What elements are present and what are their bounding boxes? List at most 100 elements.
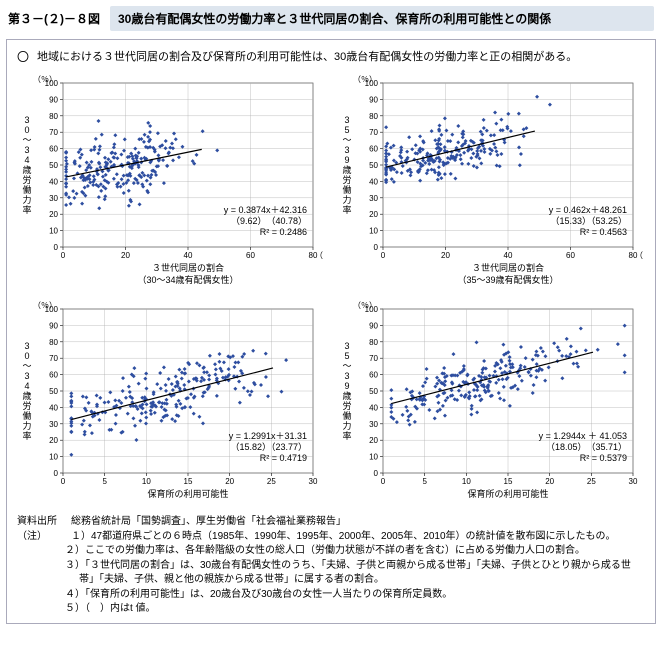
svg-text:80: 80 [369, 112, 378, 121]
svg-text:（％）: （％） [33, 75, 57, 84]
svg-text:3: 3 [24, 115, 29, 125]
svg-text:90: 90 [49, 321, 58, 330]
svg-text:25: 25 [267, 477, 276, 486]
svg-text:率: 率 [342, 430, 351, 441]
svg-text:10: 10 [369, 453, 378, 462]
svg-text:20: 20 [441, 251, 450, 260]
figure-header: 第３－(２)－８図 30歳台有配偶女性の労働力率と３世代同居の割合、保育所の利用… [0, 0, 662, 37]
svg-text:10: 10 [142, 477, 151, 486]
svg-text:～: ～ [22, 135, 31, 145]
svg-text:80: 80 [369, 338, 378, 347]
svg-text:y = 1.2944x ＋ 41.053: y = 1.2944x ＋ 41.053 [539, 431, 627, 441]
svg-text:9: 9 [344, 155, 349, 165]
note-text: ２）ここでの労働力率は、各年齢階級の女性の総人口（労働力状態が不詳の者を含む）に… [17, 544, 645, 559]
notes-label: （注） [17, 530, 71, 545]
svg-text:0: 0 [374, 243, 379, 252]
svg-text:歳: 歳 [22, 390, 31, 401]
svg-text:15: 15 [504, 477, 513, 486]
svg-text:60: 60 [369, 145, 378, 154]
svg-text:0: 0 [61, 477, 66, 486]
svg-text:労: 労 [22, 174, 31, 185]
svg-text:（％）: （％） [353, 301, 377, 310]
svg-text:30: 30 [49, 420, 58, 429]
svg-text:保育所の利用可能性: 保育所の利用可能性 [147, 488, 228, 499]
svg-text:（％）: （％） [315, 251, 323, 260]
svg-text:15: 15 [184, 477, 193, 486]
svg-text:0: 0 [61, 251, 66, 260]
svg-text:3: 3 [24, 341, 29, 351]
figure-number: 第３－(２)－８図 [8, 10, 100, 27]
svg-text:70: 70 [369, 354, 378, 363]
svg-text:労: 労 [342, 174, 351, 185]
svg-text:50: 50 [49, 161, 58, 170]
svg-text:90: 90 [369, 321, 378, 330]
svg-text:率: 率 [22, 430, 31, 441]
svg-text:歳: 歳 [22, 164, 31, 175]
svg-text:（15.33）（53.25）: （15.33）（53.25） [550, 216, 627, 226]
svg-text:10: 10 [49, 227, 58, 236]
svg-text:0: 0 [54, 243, 59, 252]
svg-text:y = 1.2991x＋31.31: y = 1.2991x＋31.31 [229, 431, 307, 441]
svg-text:3: 3 [24, 371, 29, 381]
svg-text:率: 率 [342, 204, 351, 215]
figure-title: 30歳台有配偶女性の労働力率と３世代同居の割合、保育所の利用可能性との関係 [110, 6, 654, 31]
svg-text:5: 5 [344, 351, 349, 361]
chart-panel-0: 0102030405060708090100020406080（％）（％）30～… [13, 73, 329, 295]
svg-text:70: 70 [49, 354, 58, 363]
svg-text:30: 30 [629, 477, 638, 486]
svg-text:60: 60 [369, 371, 378, 380]
svg-text:9: 9 [344, 381, 349, 391]
svg-text:（35～39歳有配偶女性）: （35～39歳有配偶女性） [457, 274, 558, 285]
svg-text:3: 3 [344, 115, 349, 125]
svg-text:3: 3 [344, 371, 349, 381]
svg-text:R² = 0.5379: R² = 0.5379 [580, 453, 627, 463]
summary-text: 地域における３世代同居の割合及び保育所の利用可能性は、30歳台有配偶女性の労働力… [37, 48, 577, 64]
svg-text:（％）: （％） [33, 301, 57, 310]
svg-text:25: 25 [587, 477, 596, 486]
svg-text:3: 3 [344, 145, 349, 155]
note-text: ５）（ ）内はt 値。 [17, 602, 645, 617]
svg-text:R² = 0.4719: R² = 0.4719 [260, 453, 307, 463]
svg-text:歳: 歳 [342, 390, 351, 401]
svg-text:40: 40 [184, 251, 193, 260]
svg-text:20: 20 [225, 477, 234, 486]
svg-text:労: 労 [342, 400, 351, 411]
svg-text:50: 50 [369, 161, 378, 170]
svg-text:3: 3 [24, 145, 29, 155]
svg-text:働: 働 [22, 184, 31, 195]
note-text: ４）「保育所の利用可能性」は、20歳台及び30歳台の女性一人当たりの保育所定員数… [17, 588, 645, 603]
svg-text:力: 力 [22, 194, 31, 205]
svg-text:80: 80 [49, 338, 58, 347]
svg-text:10: 10 [462, 477, 471, 486]
svg-text:70: 70 [369, 128, 378, 137]
svg-text:（9.62） （40.78）: （9.62） （40.78） [231, 216, 307, 226]
svg-text:（％）: （％） [353, 75, 377, 84]
svg-text:60: 60 [49, 371, 58, 380]
svg-text:40: 40 [369, 177, 378, 186]
svg-text:働: 働 [342, 184, 351, 195]
svg-text:5: 5 [344, 125, 349, 135]
svg-text:力: 力 [342, 420, 351, 431]
note-text: １）47都道府県ごとの６時点（1985年、1990年、1995年、2000年、2… [71, 530, 616, 545]
svg-text:60: 60 [566, 251, 575, 260]
svg-text:30: 30 [309, 477, 318, 486]
svg-text:10: 10 [369, 227, 378, 236]
svg-text:5: 5 [422, 477, 427, 486]
svg-text:90: 90 [369, 95, 378, 104]
svg-text:20: 20 [49, 436, 58, 445]
svg-text:y = 0.462x＋48.261: y = 0.462x＋48.261 [549, 205, 627, 215]
svg-text:20: 20 [121, 251, 130, 260]
svg-text:20: 20 [545, 477, 554, 486]
svg-text:30: 30 [369, 420, 378, 429]
figure-content: 〇 地域における３世代同居の割合及び保育所の利用可能性は、30歳台有配偶女性の労… [6, 39, 656, 624]
svg-text:60: 60 [49, 145, 58, 154]
svg-text:0: 0 [54, 469, 59, 478]
svg-text:60: 60 [246, 251, 255, 260]
scatter-chart: 0102030405060708090100051015202530（％）30～… [13, 299, 323, 509]
svg-text:5: 5 [102, 477, 107, 486]
svg-text:力: 力 [22, 420, 31, 431]
svg-text:3: 3 [344, 341, 349, 351]
svg-text:30: 30 [49, 194, 58, 203]
figure-summary: 〇 地域における３世代同居の割合及び保育所の利用可能性は、30歳台有配偶女性の労… [13, 46, 649, 67]
svg-text:0: 0 [24, 351, 29, 361]
